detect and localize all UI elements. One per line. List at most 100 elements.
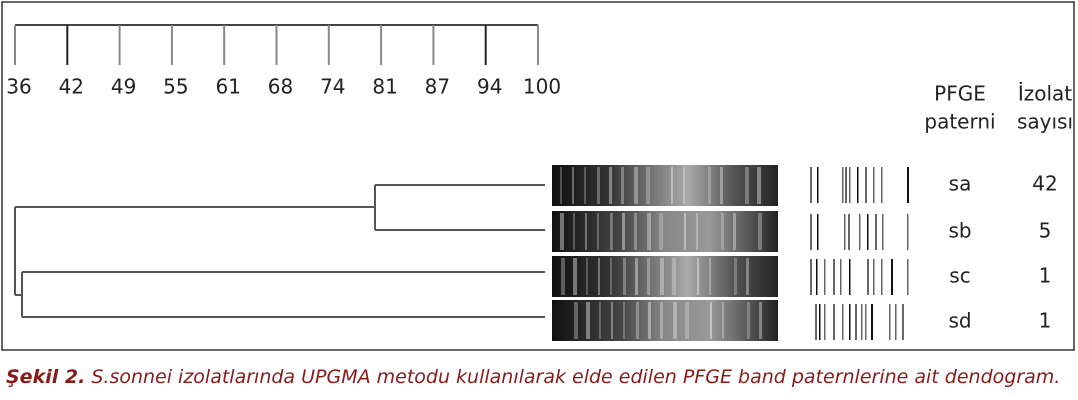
gel-band [622, 213, 625, 250]
scale-label: 49 [111, 75, 136, 99]
band-line [849, 304, 851, 340]
band-line [867, 259, 869, 295]
band-line [871, 304, 873, 340]
scale-label: 81 [372, 75, 397, 99]
gel-band [611, 302, 613, 339]
gel-band [647, 213, 651, 250]
scale-label: 74 [320, 75, 345, 99]
scale-label: 100 [523, 75, 561, 99]
gel-band [573, 213, 575, 250]
band-line [815, 304, 817, 340]
band-line [873, 259, 875, 295]
gel-lane [552, 211, 778, 252]
count-label: 1 [1039, 264, 1052, 288]
band-line [824, 304, 826, 340]
frame [1, 1, 1075, 351]
band-line [848, 214, 850, 250]
scale-label: 42 [59, 75, 84, 99]
gel-band [697, 258, 699, 295]
pattern-label: sd [948, 309, 971, 333]
band-line [873, 167, 875, 203]
gel-band [573, 258, 577, 295]
band-line [875, 214, 877, 250]
band-line [842, 304, 844, 340]
gel-band [560, 167, 562, 204]
gel-band [685, 302, 689, 339]
band-line [891, 259, 893, 295]
gel-band [610, 258, 612, 295]
band-line [907, 214, 909, 250]
gel-band [597, 167, 600, 204]
gel-band [758, 213, 762, 250]
gel-band [585, 213, 587, 250]
band-line [907, 259, 909, 295]
band-line [889, 304, 891, 340]
band-line [810, 214, 812, 250]
gel-band [572, 167, 574, 204]
band-line [817, 214, 819, 250]
caption-label: Şekil 2. [6, 366, 86, 388]
pattern-label: sa [949, 172, 972, 196]
gel-band [623, 302, 625, 339]
gel-band [586, 302, 590, 339]
gel-band [561, 258, 565, 295]
band-line [816, 259, 818, 295]
gel-lane [552, 165, 778, 206]
gel-band [621, 167, 624, 204]
gel-band [696, 213, 698, 250]
band-line [817, 167, 819, 203]
gel-band [634, 167, 638, 204]
gel-band [634, 213, 637, 250]
gel-band [599, 302, 601, 339]
count-label: 42 [1032, 172, 1057, 196]
band-line [840, 259, 842, 295]
gel-band [722, 302, 724, 339]
gel-band [609, 167, 612, 204]
band-line [865, 167, 867, 203]
count-label: 1 [1039, 309, 1052, 333]
scale-label: 61 [215, 75, 240, 99]
gel-band [672, 258, 676, 295]
band-line [902, 304, 904, 340]
gel-band [746, 258, 749, 295]
band-line [849, 259, 851, 295]
gel-band [673, 302, 677, 339]
scale-label: 68 [268, 75, 293, 99]
band-line [833, 304, 835, 340]
gel-band [647, 258, 650, 295]
scale-label: 94 [477, 75, 502, 99]
band-line [881, 259, 883, 295]
header-pattern-1: PFGE [934, 82, 986, 106]
gel-band [659, 213, 663, 250]
gel-band [574, 302, 578, 339]
band-line [849, 167, 851, 203]
band-line [819, 304, 821, 340]
dendrogram-figure: 36 42 49 55 61 68 74 81 87 94 100 sa 42 sb 5 sc 1 sd 1 PF… [1, 1, 1075, 351]
gel-band [683, 167, 685, 204]
band-line [844, 214, 846, 250]
pattern-label: sc [949, 264, 970, 288]
caption-text: S.sonnei izolatlarında UPGMA metodu kull… [91, 366, 1061, 388]
band-line [867, 214, 869, 250]
gel-band [684, 213, 686, 250]
gel-band [757, 167, 761, 204]
count-label: 5 [1039, 219, 1052, 243]
gel-lane [552, 256, 778, 297]
gel-band [747, 302, 750, 339]
band-line [895, 304, 897, 340]
pattern-label: sb [948, 219, 971, 243]
scale-label: 55 [163, 75, 188, 99]
band-line [857, 167, 859, 203]
band-line [833, 259, 835, 295]
gel-band [636, 302, 639, 339]
gel-band [721, 213, 724, 250]
header-pattern-2: paterni [924, 110, 995, 134]
band-line [865, 304, 867, 340]
band-line [859, 214, 861, 250]
gel-band [586, 258, 588, 295]
gel-band [708, 167, 711, 204]
gel-band [671, 167, 673, 204]
header-count-2: sayısı [1017, 110, 1073, 134]
gel-band [759, 302, 762, 339]
